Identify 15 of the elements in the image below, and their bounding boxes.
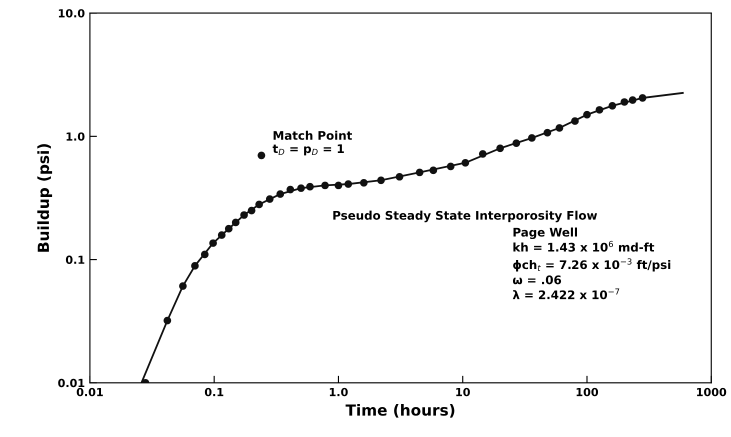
y-tick-label: 1.0: [66, 132, 85, 141]
x-tick-label: 100: [576, 388, 598, 396]
y-tick-label: 0.1: [66, 256, 84, 264]
x-tick-label: 1000: [697, 388, 726, 396]
annotation: Match Point t$_{D}$ = p$_{D}$ = 1: [272, 130, 352, 156]
y-tick-label: 0.01: [58, 378, 84, 388]
y-tick-label: 10.0: [58, 9, 85, 18]
x-tick-label: 1.0: [330, 388, 348, 396]
text: Page Well kh = 1.43 x 10$^{6}$ md-ft ϕch$_{t}$ = 7.26 x 10$^{−3}$ ft/psi ω = .06 λ = 2.422 x 10$^{−7}$: [512, 228, 670, 300]
annotation: Pseudo Steady State Interporosity Flow: [333, 210, 598, 222]
y-axis-title: Buildup (psi): [37, 144, 52, 252]
x-tick-label: 10: [456, 388, 470, 396]
x-tick-label: 0.1: [204, 388, 224, 396]
x-axis-title: Time (hours): [346, 404, 454, 418]
x-tick-label: 0.01: [76, 388, 103, 396]
